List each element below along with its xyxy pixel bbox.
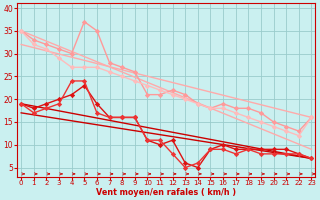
X-axis label: Vent moyen/en rafales ( km/h ): Vent moyen/en rafales ( km/h ) (96, 188, 236, 197)
